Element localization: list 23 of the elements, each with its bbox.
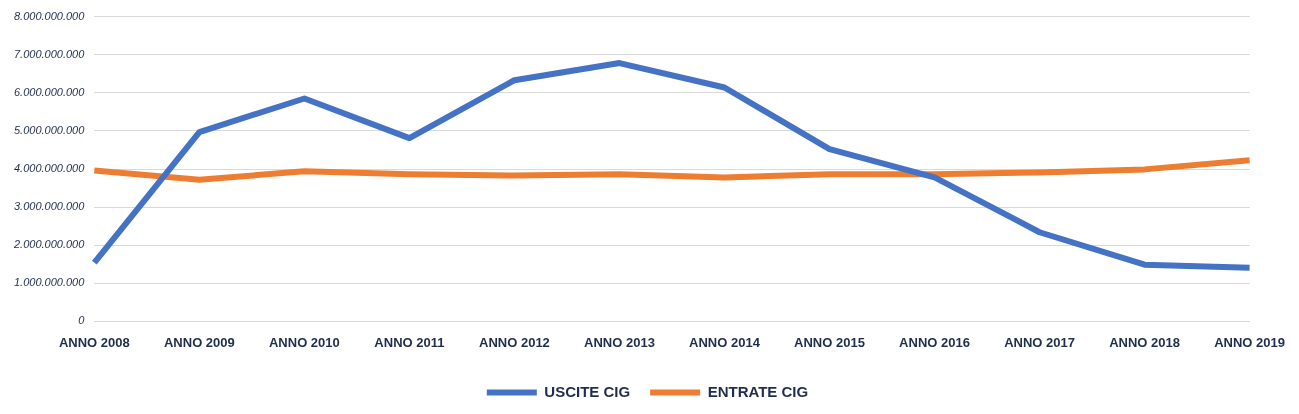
y-tick-label: 2.000.000.000 — [12, 238, 86, 251]
x-tick-label: ANNO 2013 — [584, 334, 655, 350]
y-tick-label: 6.000.000.000 — [13, 85, 86, 98]
x-tick-label: ANNO 2012 — [479, 334, 550, 350]
x-tick-label: ANNO 2018 — [1109, 334, 1180, 350]
x-tick-label: ANNO 2015 — [794, 334, 865, 350]
y-tick-label: 5.000.000.000 — [13, 123, 86, 136]
x-tick-label: ANNO 2008 — [58, 334, 130, 350]
y-tick-label: 0 — [78, 314, 86, 327]
x-tick-label: ANNO 2017 — [1004, 334, 1075, 350]
y-tick-label: 8.000.000.000 — [13, 9, 86, 22]
x-tick-label: ANNO 2014 — [689, 334, 761, 350]
x-tick-label: ANNO 2019 — [1214, 334, 1285, 350]
x-tick-label: ANNO 2009 — [163, 334, 235, 350]
x-tick-label: ANNO 2010 — [268, 334, 340, 350]
legend-label: ENTRATE CIG — [707, 382, 809, 400]
x-tick-label: ANNO 2016 — [899, 334, 970, 350]
y-tick-label: 4.000.000.000 — [13, 162, 86, 175]
legend-label: USCITE CIG — [544, 382, 631, 400]
y-tick-label: 1.000.000.000 — [13, 276, 86, 289]
y-tick-label: 3.000.000.000 — [13, 200, 86, 213]
y-tick-label: 7.000.000.000 — [13, 47, 86, 60]
x-tick-label: ANNO 2011 — [374, 334, 445, 350]
